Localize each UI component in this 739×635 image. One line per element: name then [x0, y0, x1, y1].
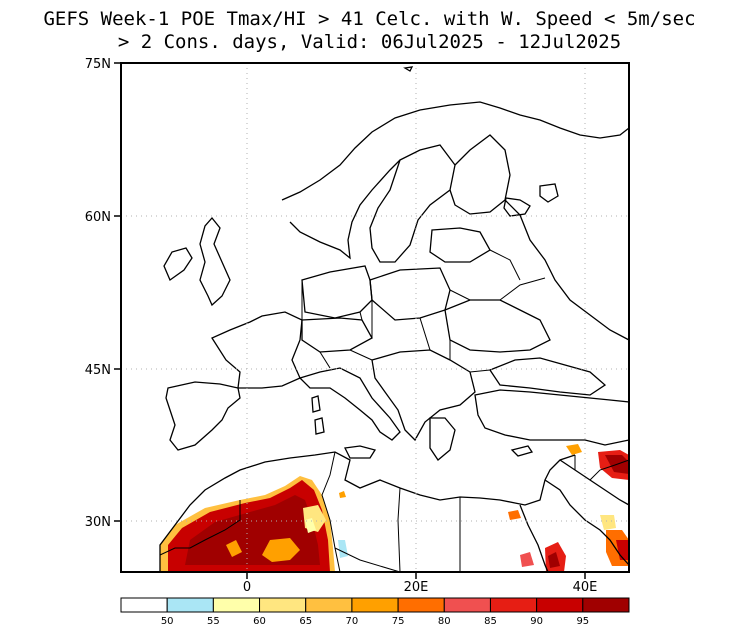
colorbar-label: 85 [484, 616, 497, 627]
map-frame [120, 62, 630, 573]
map-title-line-2: > 2 Cons. days, Valid: 06Jul2025 - 12Jul… [117, 31, 622, 53]
colorbar-label: 70 [346, 616, 359, 627]
lat-tick-label: 60N [85, 210, 111, 225]
colorbar: 50 55 60 65 70 75 80 85 90 95 [120, 597, 630, 627]
colorbar-label: 55 [207, 616, 220, 627]
colorbar-label: 90 [530, 616, 543, 627]
colorbar-label: 75 [392, 616, 405, 627]
lat-tick-label: 30N [85, 515, 111, 530]
coastlines [159, 66, 630, 573]
map-title-line-1: GEFS Week-1 POE Tmax/HI > 41 Celc. with … [43, 8, 696, 30]
colorbar-swatch [259, 597, 307, 613]
colorbar-swatch [305, 597, 353, 613]
country-borders [159, 249, 630, 573]
colorbar-swatch [489, 597, 538, 613]
colorbar-label: 80 [438, 616, 451, 627]
map-area [120, 62, 630, 573]
colorbar-swatch [120, 597, 168, 613]
colorbar-swatch [536, 597, 584, 613]
colorbar-swatch [397, 597, 445, 613]
lat-tick-label: 45N [85, 363, 111, 378]
lon-tick-label: 20E [404, 580, 429, 595]
lon-tick-label: 0 [243, 580, 251, 595]
colorbar-swatch [212, 597, 261, 613]
lat-tick-label: 75N [85, 57, 111, 72]
colorbar-swatch [166, 597, 214, 613]
colorbar-swatch [351, 597, 399, 613]
colorbar-label: 50 [161, 616, 174, 627]
colorbar-label: 65 [299, 616, 312, 627]
longitude-axis: 0 20E 40E [243, 572, 598, 595]
lon-tick-label: 40E [573, 580, 598, 595]
colorbar-swatch [582, 597, 630, 613]
colorbar-label: 60 [253, 616, 266, 627]
colorbar-swatch [443, 597, 491, 613]
colorbar-label: 95 [576, 616, 589, 627]
latitude-axis: 75N 60N 45N 30N [85, 57, 121, 530]
